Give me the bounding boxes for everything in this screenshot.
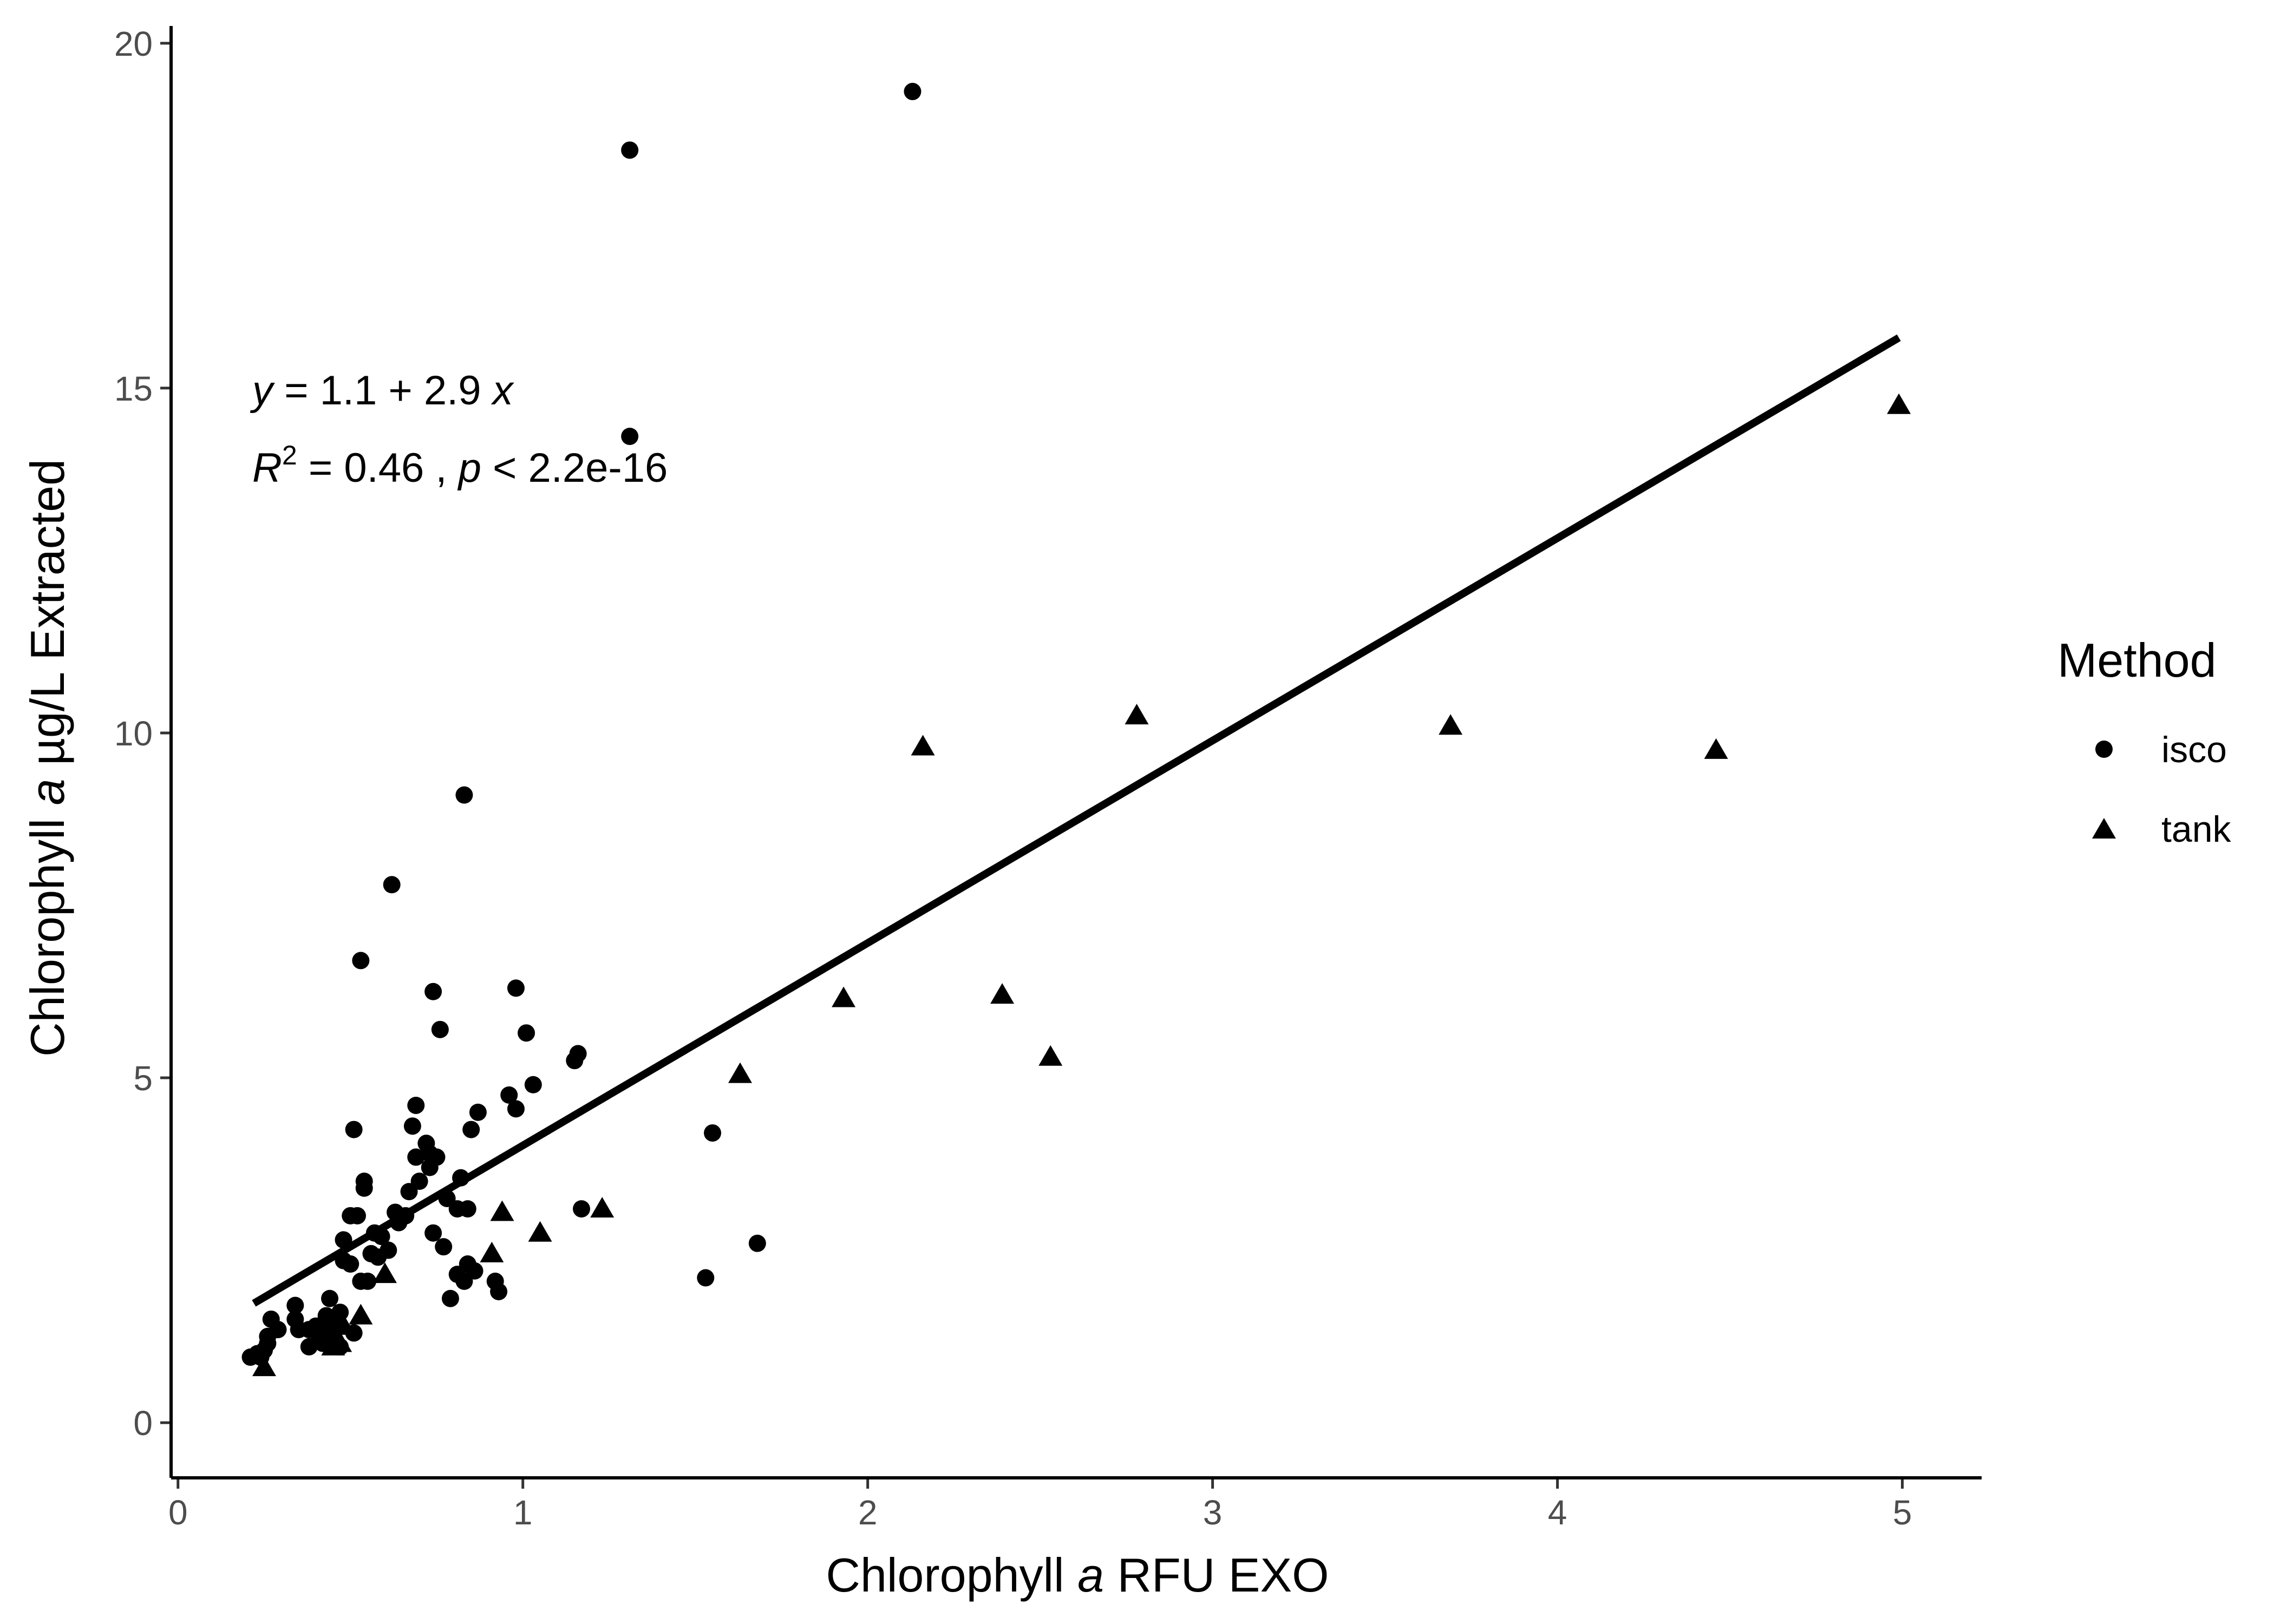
- isco-point: [403, 1117, 421, 1135]
- r-squared-label: R2 = 0.46 , p < 2.2e-16: [252, 440, 668, 491]
- tank-point: [832, 986, 856, 1007]
- isco-point: [524, 1076, 542, 1093]
- x-tick-label: 5: [1893, 1493, 1912, 1532]
- isco-point: [507, 1100, 525, 1118]
- tank-point: [1125, 704, 1149, 725]
- y-axis-title: Chlorophyll a µg/L Extracted: [21, 459, 74, 1057]
- y-tick-label: 5: [133, 1059, 153, 1098]
- isco-point: [286, 1296, 304, 1314]
- isco-point: [704, 1124, 722, 1142]
- tank-point: [1887, 393, 1911, 414]
- x-tick-label: 4: [1548, 1493, 1567, 1532]
- tank-point: [490, 1200, 514, 1221]
- y-axis-ticks: 0 5 10 15 20: [114, 24, 171, 1443]
- isco-point: [455, 786, 473, 804]
- isco-point: [321, 1289, 338, 1307]
- tank-point: [990, 983, 1015, 1004]
- isco-point: [407, 1148, 425, 1166]
- tank-point: [590, 1197, 615, 1218]
- tank-point: [728, 1062, 752, 1083]
- x-tick-label: 2: [858, 1493, 878, 1532]
- isco-point: [300, 1338, 318, 1355]
- tank-point: [1038, 1045, 1063, 1066]
- isco-point: [373, 1228, 390, 1246]
- isco-point: [621, 141, 639, 159]
- isco-point: [452, 1169, 470, 1187]
- x-axis-ticks: 0 1 2 3 4 5: [168, 1478, 1912, 1532]
- isco-point: [424, 1224, 442, 1242]
- isco-point: [459, 1200, 476, 1218]
- x-tick-label: 0: [168, 1493, 188, 1532]
- y-tick-label: 20: [114, 24, 153, 63]
- isco-point: [345, 1121, 363, 1138]
- isco-point: [490, 1282, 508, 1300]
- isco-point: [572, 1200, 590, 1218]
- isco-point: [621, 428, 639, 446]
- tank-point: [252, 1355, 276, 1377]
- x-tick-label: 3: [1203, 1493, 1223, 1532]
- x-tick-label: 1: [513, 1493, 533, 1532]
- tank-point: [373, 1262, 397, 1284]
- isco-point: [435, 1238, 453, 1256]
- tank-point: [911, 735, 935, 756]
- tank-point: [1704, 738, 1728, 759]
- isco-point: [500, 1086, 518, 1104]
- tank-point: [528, 1221, 552, 1242]
- legend-isco-label: isco: [2161, 729, 2227, 770]
- data-points: [241, 83, 1911, 1377]
- isco-point: [348, 1207, 366, 1224]
- legend: Method isco tank: [2057, 633, 2232, 850]
- tank-point: [349, 1304, 373, 1325]
- isco-point: [507, 979, 525, 997]
- tank-point: [1439, 714, 1463, 735]
- legend-tank-marker: [2092, 818, 2116, 839]
- isco-point: [462, 1121, 480, 1138]
- isco-point: [355, 1179, 373, 1197]
- isco-point: [431, 1020, 449, 1038]
- regression-line: [252, 334, 1901, 1307]
- tank-point: [480, 1241, 504, 1262]
- isco-point: [518, 1024, 535, 1042]
- equation-label: y = 1.1 + 2.9 x: [250, 368, 515, 414]
- isco-point: [359, 1272, 377, 1290]
- isco-point: [441, 1289, 459, 1307]
- isco-point: [390, 1214, 408, 1232]
- x-axis-title: Chlorophyll a RFU EXO: [826, 1548, 1329, 1602]
- isco-point: [748, 1234, 766, 1252]
- isco-point: [383, 876, 401, 894]
- tank-point: [321, 1334, 345, 1355]
- isco-point: [455, 1272, 473, 1290]
- isco-point: [697, 1269, 715, 1287]
- isco-point: [335, 1231, 352, 1249]
- legend-title: Method: [2057, 633, 2217, 687]
- legend-tank-label: tank: [2161, 809, 2232, 850]
- isco-point: [421, 1158, 439, 1176]
- isco-point: [469, 1103, 487, 1121]
- isco-point: [904, 83, 922, 101]
- isco-point: [424, 983, 442, 1000]
- y-tick-label: 15: [114, 369, 153, 408]
- y-tick-label: 10: [114, 714, 153, 753]
- isco-point: [352, 952, 370, 970]
- tank-point: [331, 1314, 356, 1335]
- isco-point: [400, 1183, 418, 1201]
- isco-point: [407, 1096, 425, 1114]
- isco-point: [566, 1052, 584, 1070]
- y-tick-label: 0: [133, 1404, 153, 1443]
- legend-isco-marker: [2095, 741, 2113, 758]
- isco-point: [369, 1248, 387, 1266]
- isco-point: [342, 1255, 360, 1273]
